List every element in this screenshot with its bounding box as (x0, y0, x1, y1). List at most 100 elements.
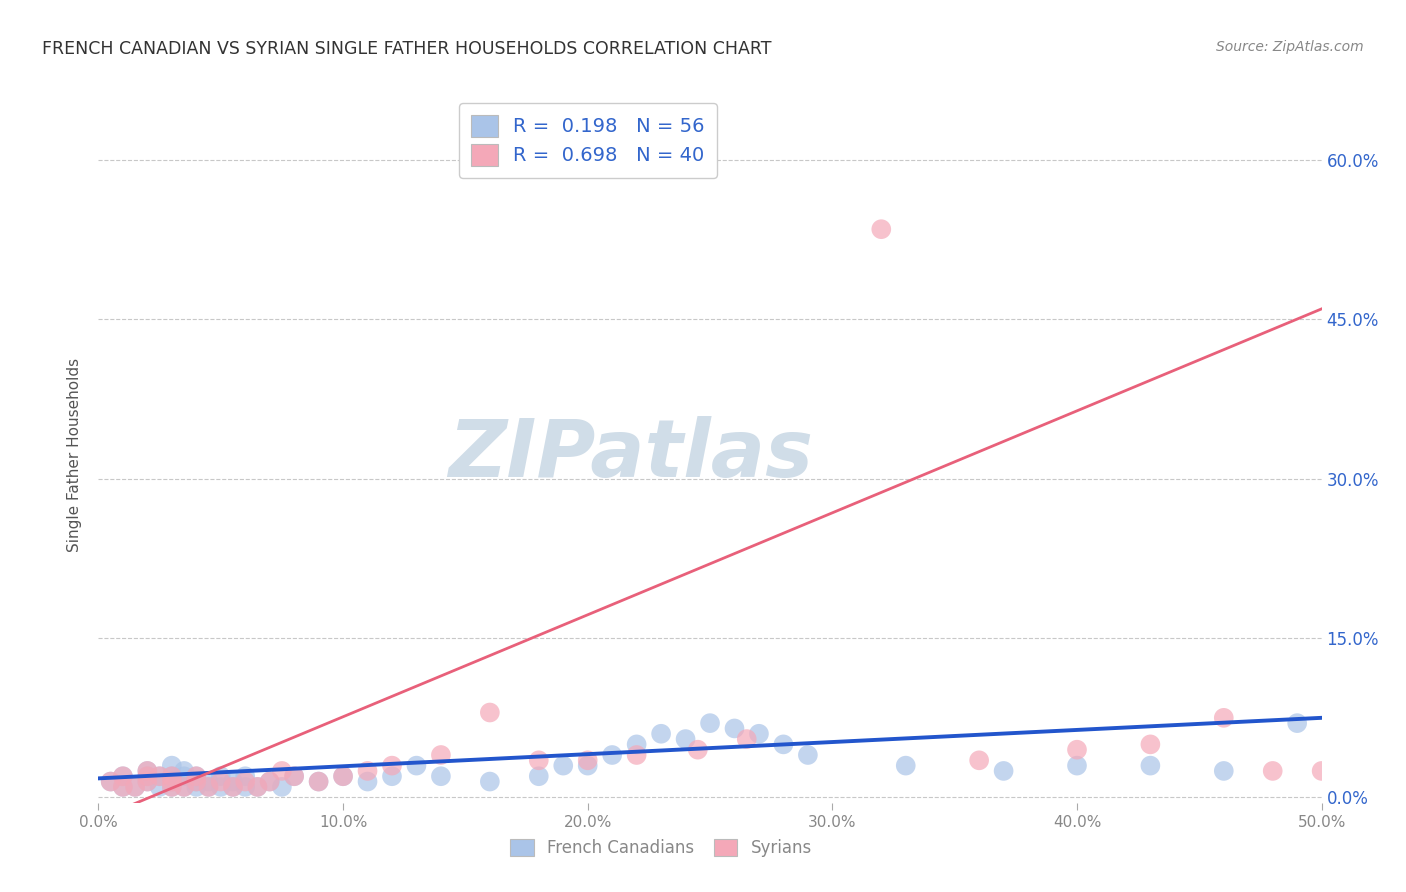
Point (1066, 758, 1088, 772)
Point (1139, 738, 1161, 752)
Point (993, 764, 1015, 778)
Point (222, 774, 245, 789)
Point (160, 774, 183, 789)
Point (894, 758, 917, 772)
Point (149, 769, 172, 783)
Point (576, 753, 599, 767)
Point (111, 780, 134, 794)
Point (527, 753, 550, 767)
Y-axis label: Single Father Households: Single Father Households (67, 358, 83, 552)
Text: Source: ZipAtlas.com: Source: ZipAtlas.com (1216, 40, 1364, 54)
Point (1139, 758, 1161, 772)
Point (173, 764, 195, 778)
Point (259, 774, 281, 789)
Point (186, 769, 208, 783)
Point (600, 747, 623, 762)
Point (111, 769, 134, 783)
Point (527, 769, 550, 783)
Point (124, 780, 146, 794)
Point (233, 774, 256, 789)
Point (1066, 742, 1088, 756)
Point (283, 769, 305, 783)
Point (160, 769, 183, 783)
Point (111, 780, 134, 794)
Point (332, 769, 354, 783)
Point (270, 780, 294, 794)
Point (356, 774, 378, 789)
Point (430, 747, 453, 762)
Point (748, 727, 770, 741)
Point (675, 732, 697, 747)
Point (405, 758, 427, 772)
Point (186, 774, 208, 789)
Point (1286, 716, 1309, 731)
Point (478, 706, 501, 720)
Point (270, 764, 294, 778)
Point (160, 758, 183, 772)
Point (209, 780, 232, 794)
Point (478, 774, 501, 789)
Point (626, 738, 648, 752)
Point (173, 769, 195, 783)
Point (308, 774, 330, 789)
Point (100, 774, 122, 789)
Point (149, 769, 172, 783)
Point (186, 769, 208, 783)
Point (149, 780, 172, 794)
Point (356, 764, 378, 778)
Point (222, 780, 245, 794)
Point (308, 774, 330, 789)
Point (797, 747, 820, 762)
Point (699, 716, 721, 731)
Point (124, 780, 146, 794)
Point (136, 769, 159, 783)
Point (197, 774, 219, 789)
Point (246, 780, 269, 794)
Point (173, 780, 195, 794)
Point (160, 780, 183, 794)
Point (381, 758, 404, 772)
Point (136, 769, 159, 783)
Text: FRENCH CANADIAN VS SYRIAN SINGLE FATHER HOUSEHOLDS CORRELATION CHART: FRENCH CANADIAN VS SYRIAN SINGLE FATHER … (42, 40, 772, 58)
Point (233, 769, 256, 783)
Point (967, 753, 990, 767)
Point (100, 774, 122, 789)
Point (283, 769, 305, 783)
Point (222, 780, 245, 794)
Point (136, 764, 159, 778)
Point (650, 727, 672, 741)
Point (430, 769, 453, 783)
Point (553, 758, 575, 772)
Point (136, 764, 159, 778)
Point (111, 769, 134, 783)
Point (772, 738, 794, 752)
Point (160, 780, 183, 794)
Point (870, 222, 893, 236)
Point (197, 780, 219, 794)
Point (186, 774, 208, 789)
Point (332, 769, 354, 783)
Point (576, 758, 599, 772)
Text: ZIPatlas: ZIPatlas (449, 416, 813, 494)
Point (1310, 764, 1333, 778)
Point (686, 742, 709, 756)
Point (246, 780, 269, 794)
Point (136, 774, 159, 789)
Point (381, 769, 404, 783)
Point (197, 780, 219, 794)
Point (160, 774, 183, 789)
Point (723, 722, 745, 736)
Point (626, 747, 648, 762)
Point (1212, 711, 1234, 725)
Point (233, 780, 256, 794)
Point (160, 769, 183, 783)
Legend: French Canadians, Syrians: French Canadians, Syrians (503, 832, 818, 864)
Point (209, 774, 232, 789)
Point (173, 780, 195, 794)
Point (259, 774, 281, 789)
Point (136, 774, 159, 789)
Point (186, 780, 208, 794)
Point (735, 732, 758, 747)
Point (1212, 764, 1234, 778)
Point (1261, 764, 1284, 778)
